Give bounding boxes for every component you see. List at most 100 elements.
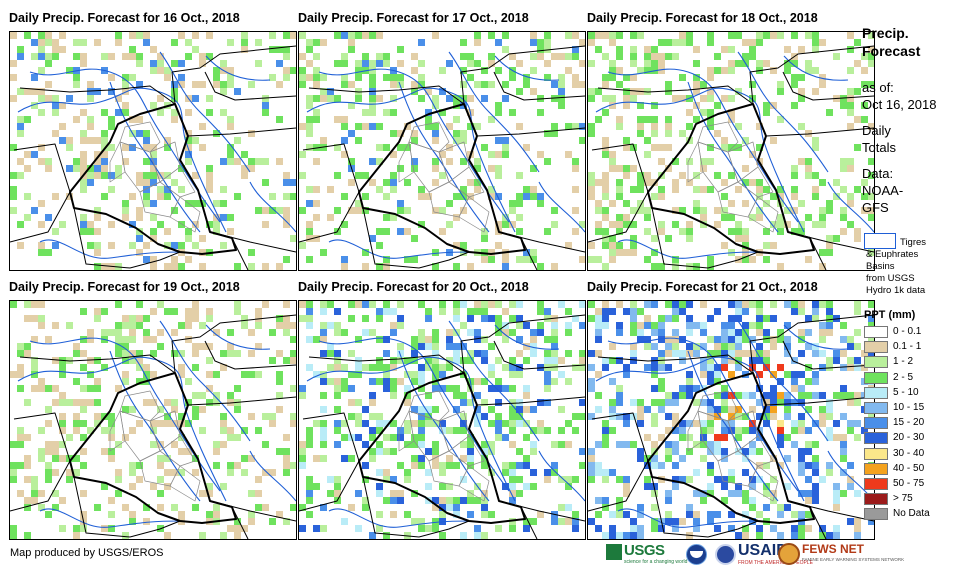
legend-item: 0 - 0.1 — [864, 325, 964, 340]
legend-swatch — [864, 447, 888, 460]
precip-map — [587, 31, 875, 271]
legend-title: PPT (mm) — [864, 309, 916, 321]
legend: 0 - 0.1 0.1 - 1 1 - 2 2 - 5 5 - 10 10 - 15 15 … — [864, 325, 964, 522]
legend-label: > 75 — [893, 493, 913, 505]
basin-line-3: Basins — [866, 261, 895, 272]
country-border — [493, 71, 585, 101]
fews-net-globe-icon — [778, 543, 800, 565]
river-basin-line — [595, 87, 805, 233]
country-border — [362, 207, 420, 269]
basin-line-4: from USGS — [866, 273, 915, 284]
usgs-text: USGS — [624, 542, 665, 559]
map-panel-oct-19: Daily Precip. Forecast for 19 Oct., 2018 — [9, 274, 298, 540]
river-basin-line — [159, 51, 251, 173]
river-basin-line — [318, 68, 510, 223]
province-boundary — [697, 121, 739, 153]
country-border — [591, 412, 649, 462]
river-basin-line — [494, 324, 560, 350]
river-basin-line — [306, 356, 516, 502]
country-border — [19, 85, 176, 105]
river-basin-line — [737, 51, 829, 173]
iraq-border — [69, 103, 237, 255]
asof-label: as of: — [862, 80, 894, 95]
country-border — [204, 340, 296, 370]
country-border — [749, 45, 874, 105]
river-basin-line — [448, 51, 540, 173]
river-basin-line — [17, 87, 227, 233]
legend-swatch — [864, 401, 888, 414]
country-border — [588, 460, 649, 512]
river-basin-line — [595, 356, 805, 502]
panel-title: Daily Precip. Forecast for 16 Oct., 2018 — [9, 11, 240, 25]
legend-item: 2 - 5 — [864, 371, 964, 386]
river-basin-line — [737, 320, 829, 442]
country-border — [187, 396, 296, 406]
country-border — [418, 251, 470, 269]
legend-label: 0 - 0.1 — [893, 326, 922, 337]
province-boundary — [169, 465, 201, 502]
province-boundary — [408, 390, 450, 422]
country-border — [782, 71, 874, 101]
country-border — [308, 85, 465, 105]
river-basin-line — [205, 55, 271, 81]
river-basin-line — [205, 324, 271, 350]
seal-logo-icon — [715, 542, 737, 568]
province-boundary — [687, 410, 704, 452]
river-basin-line — [494, 55, 560, 81]
legend-label: 20 - 30 — [893, 432, 925, 444]
usgs-tagline: science for a changing world — [624, 559, 688, 565]
basin-line-5: Hydro 1k data — [866, 285, 926, 296]
legend-item: 15 - 20 — [864, 416, 964, 431]
legend-swatch — [864, 371, 888, 384]
province-boundary — [737, 435, 774, 467]
river-basin-line — [448, 320, 540, 442]
country-border — [187, 127, 296, 137]
basin-line-1: Tigres — [900, 237, 927, 248]
river-basin-line — [687, 350, 779, 502]
province-boundary — [109, 410, 126, 452]
province-boundary — [458, 196, 490, 233]
province-boundary — [448, 435, 485, 467]
map-panel-oct-16: Daily Precip. Forecast for 16 Oct., 2018 — [9, 5, 298, 271]
country-border — [302, 143, 360, 193]
legend-label: 0.1 - 1 — [893, 341, 922, 353]
asof-date: Oct 16, 2018 — [862, 97, 937, 112]
river-basin-line — [17, 356, 227, 502]
forecast-title-2: Forecast — [862, 43, 921, 59]
legend-swatch — [864, 356, 888, 369]
fews-net-tagline: FAMINE EARLY WARNING SYSTEMS NETWORK — [802, 557, 905, 562]
iraq-border — [358, 103, 526, 255]
province-boundary — [398, 141, 415, 183]
river-basin-line — [607, 337, 799, 492]
basin-text: Tigres & Euphrates Basins from USGS Hydr… — [866, 237, 966, 297]
legend-item: 1 - 2 — [864, 355, 964, 370]
panel-title: Daily Precip. Forecast for 18 Oct., 2018 — [587, 11, 818, 25]
legend-swatch — [864, 432, 888, 445]
data-source-label: Data: — [862, 166, 894, 181]
panel-title: Daily Precip. Forecast for 19 Oct., 2018 — [9, 280, 240, 294]
legend-swatch — [864, 508, 888, 521]
river-basin-line — [249, 181, 296, 233]
country-border — [476, 396, 585, 406]
province-boundary — [119, 121, 161, 153]
legend-label: 10 - 15 — [893, 401, 925, 413]
province-boundary — [119, 390, 161, 422]
legend-item: 50 - 75 — [864, 477, 964, 492]
map-panel-oct-17: Daily Precip. Forecast for 17 Oct., 2018 — [298, 5, 587, 271]
legend-swatch — [864, 341, 888, 354]
province-boundary — [109, 141, 126, 183]
province-boundary — [458, 465, 490, 502]
country-border — [749, 314, 874, 374]
country-border — [10, 460, 71, 512]
legend-item: 5 - 10 — [864, 386, 964, 401]
river-basin-line — [687, 81, 779, 233]
legend-item: 10 - 15 — [864, 401, 964, 416]
province-boundary — [398, 410, 415, 452]
river-basin-line — [159, 320, 251, 442]
river-basin-line — [617, 508, 759, 528]
country-border — [591, 143, 649, 193]
totals-line-2: Totals — [862, 140, 896, 155]
province-boundary — [747, 465, 779, 502]
precip-map — [298, 300, 586, 540]
map-canvas — [10, 32, 296, 270]
